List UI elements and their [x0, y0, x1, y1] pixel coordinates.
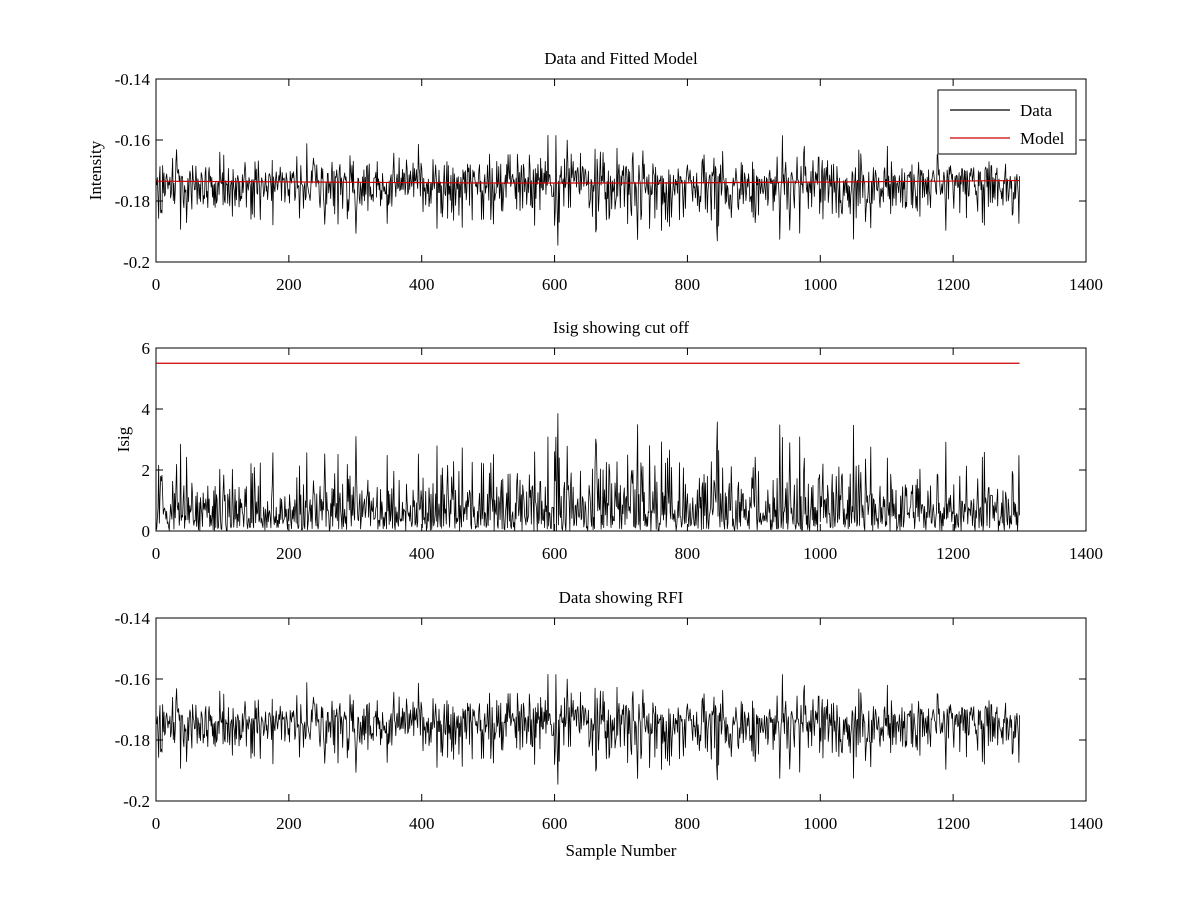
x-tick-label: 600: [542, 814, 568, 833]
chart-title: Isig showing cut off: [553, 318, 689, 337]
y-tick-label: 0: [142, 522, 151, 541]
x-tick-label: 400: [409, 814, 435, 833]
x-tick-label: 1200: [936, 544, 970, 563]
x-tick-label: 400: [409, 275, 435, 294]
x-tick-label: 1000: [803, 814, 837, 833]
x-tick-label: 200: [276, 275, 302, 294]
axes-box: [155, 617, 1087, 802]
y-tick-label: -0.2: [123, 253, 150, 272]
x-tick-label: 1000: [803, 275, 837, 294]
x-tick-label: 1200: [936, 275, 970, 294]
x-tick-label: 1400: [1069, 814, 1103, 833]
x-tick-label: 800: [675, 814, 701, 833]
x-tick-label: 800: [675, 544, 701, 563]
legend-label-data: Data: [1020, 101, 1053, 120]
x-tick-label: 600: [542, 544, 568, 563]
y-tick-label: -0.18: [115, 731, 150, 750]
legend-label-model: Model: [1020, 129, 1065, 148]
isig-series-line: [156, 413, 1020, 532]
y-tick-label: 2: [142, 461, 151, 480]
chart-1: 0 200 400 600 800 1000 1200 1400 -0.2 -0.18 -0.16 -…: [86, 49, 1103, 294]
plot-area: [156, 79, 1086, 262]
x-tick-label: 0: [152, 814, 161, 833]
model-series-line: [156, 179, 1020, 184]
rfi-data-series-line: [156, 674, 1020, 785]
y-tick-label: -0.16: [115, 131, 150, 150]
y-tick-label: -0.14: [115, 70, 151, 89]
y-tick-label: 6: [142, 339, 151, 358]
chart-title: Data and Fitted Model: [544, 49, 698, 68]
x-tick-label: 1400: [1069, 275, 1103, 294]
axes-box: [155, 78, 1087, 263]
y-tick-label: -0.16: [115, 670, 150, 689]
x-tick-label: 600: [542, 275, 568, 294]
axes-box: [155, 347, 1087, 532]
y-axis-label: Intensity: [86, 140, 105, 200]
x-tick-label: 1400: [1069, 544, 1103, 563]
chart-2: 0 200 400 600 800 1000 1200 1400 0 2 4 6 Isig showin…: [114, 318, 1103, 563]
y-tick-label: -0.2: [123, 792, 150, 811]
y-tick-label: 4: [142, 400, 151, 419]
x-tick-label: 800: [675, 275, 701, 294]
x-tick-label: 200: [276, 544, 302, 563]
x-tick-label: 0: [152, 275, 161, 294]
chart-title: Data showing RFI: [559, 588, 684, 607]
x-tick-label: 400: [409, 544, 435, 563]
data-series-line: [156, 135, 1020, 246]
x-axis-label: Sample Number: [566, 841, 677, 860]
plot-area: [156, 618, 1086, 801]
legend-box: [937, 89, 1077, 155]
legend: Data Model: [937, 89, 1077, 155]
x-tick-label: 200: [276, 814, 302, 833]
x-tick-label: 0: [152, 544, 161, 563]
x-tick-label: 1000: [803, 544, 837, 563]
y-tick-label: -0.14: [115, 609, 151, 628]
x-tick-label: 1200: [936, 814, 970, 833]
y-axis-label: Isig: [114, 426, 133, 452]
y-tick-label: -0.18: [115, 192, 150, 211]
chart-3: 0 200 400 600 800 1000 1200 1400 -0.2 -0.18 -0.16 -…: [115, 588, 1103, 860]
